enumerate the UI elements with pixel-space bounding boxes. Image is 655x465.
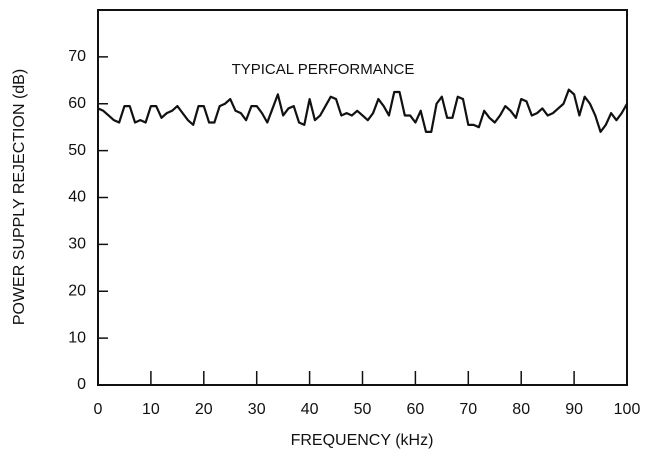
y-tick-label: 20	[68, 282, 86, 299]
x-tick-label: 40	[301, 401, 319, 418]
x-tick-label: 20	[195, 401, 213, 418]
y-tick-label: 30	[68, 236, 86, 253]
x-tick-label: 100	[614, 401, 641, 418]
x-tick-label: 30	[248, 401, 266, 418]
y-axis-title: POWER SUPPLY REJECTION (dB)	[11, 69, 28, 325]
y-tick-label: 10	[68, 329, 86, 346]
y-tick-label: 70	[68, 48, 86, 65]
y-tick-label: 50	[68, 142, 86, 159]
data-line	[97, 88, 628, 133]
x-axis-title: FREQUENCY (kHz)	[291, 432, 434, 449]
y-tick-label: 40	[68, 189, 86, 206]
y-tick-label: 0	[77, 376, 86, 393]
x-tick-label: 0	[94, 401, 103, 418]
x-tick-label: 90	[565, 401, 583, 418]
x-tick-label: 10	[142, 401, 160, 418]
x-tick-label: 80	[512, 401, 530, 418]
y-tick-label: 60	[68, 95, 86, 112]
x-tick-label: 70	[459, 401, 477, 418]
x-tick-label: 50	[354, 401, 372, 418]
annotation: TYPICAL PERFORMANCE	[232, 61, 415, 78]
x-tick-label: 60	[407, 401, 425, 418]
